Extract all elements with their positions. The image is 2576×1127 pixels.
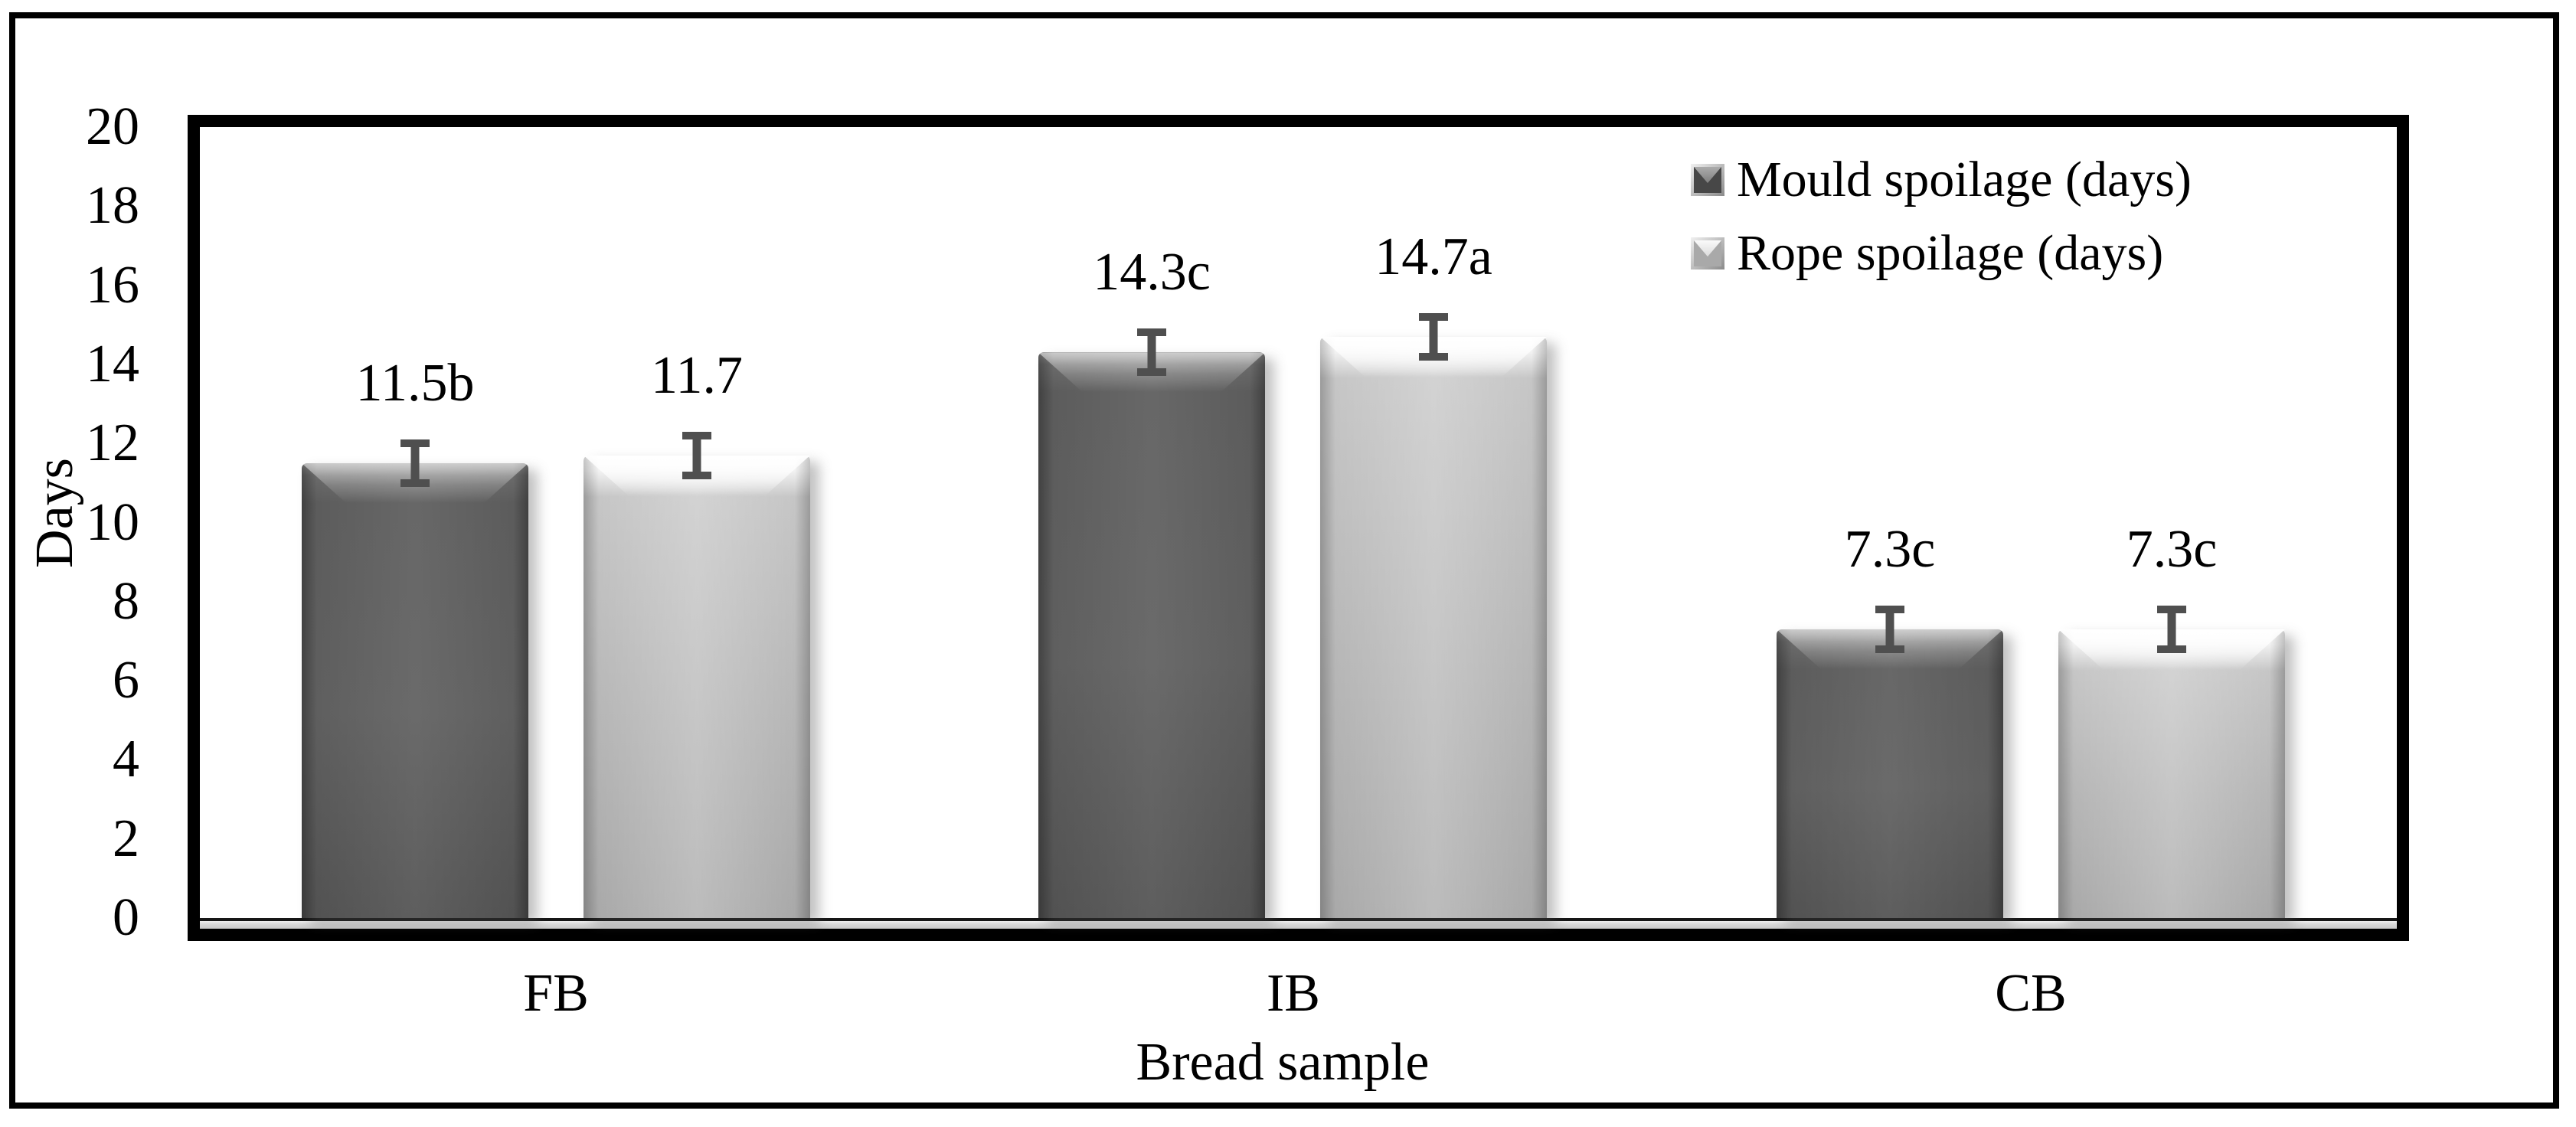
y-tick-label-6: 6: [113, 651, 139, 710]
legend-label-mould: Mould spoilage (days): [1737, 152, 2192, 207]
error-bar-mould-IB: [1137, 328, 1166, 377]
bar-value-label-rope-FB: 11.7: [651, 345, 743, 405]
error-bar-mould-CB: [1875, 605, 1904, 653]
bar-rope-FB: [584, 455, 810, 918]
legend: Mould spoilage (days) Rope spoilage (days…: [1691, 152, 2192, 299]
y-tick-label-12: 12: [86, 413, 139, 473]
plot-frame: 11.5b 11.7 14.3c 14.7a 7.3c 7.3c: [188, 115, 2409, 941]
legend-label-rope: Rope spoilage (days): [1737, 225, 2164, 281]
y-tick-label-16: 16: [86, 255, 139, 315]
x-axis-baseline: [200, 918, 2397, 929]
x-category-label-IB: IB: [1267, 964, 1320, 1023]
legend-swatch-inner: [1694, 240, 1721, 266]
x-category-label-CB: CB: [1995, 964, 2067, 1023]
legend-swatch-inner: [1694, 167, 1721, 193]
bar-value-label-mould-CB: 7.3c: [1844, 519, 1936, 579]
y-tick-label-2: 2: [113, 808, 139, 868]
bar-value-label-mould-IB: 14.3c: [1093, 243, 1211, 302]
y-tick-label-4: 4: [113, 730, 139, 789]
y-tick-label-8: 8: [113, 571, 139, 631]
y-tick-label-18: 18: [86, 176, 139, 236]
legend-swatch-mould-icon: [1691, 164, 1724, 196]
bar-mould-FB: [302, 463, 528, 918]
bar-value-label-rope-IB: 14.7a: [1375, 227, 1492, 286]
bar-mould-CB: [1777, 629, 2003, 918]
y-tick-label-20: 20: [86, 97, 139, 156]
y-tick-label-10: 10: [86, 492, 139, 552]
error-bar-rope-FB: [682, 431, 711, 479]
error-bar-rope-CB: [2157, 605, 2186, 653]
bar-value-label-mould-FB: 11.5b: [355, 354, 475, 413]
figure-outer-border: [9, 12, 2559, 1109]
y-tick-label-0: 0: [113, 888, 139, 947]
error-bar-mould-FB: [400, 439, 430, 487]
y-tick-label-14: 14: [86, 334, 139, 394]
bar-value-label-rope-CB: 7.3c: [2126, 519, 2218, 579]
bar-rope-IB: [1320, 336, 1547, 918]
legend-item-mould: Mould spoilage (days): [1691, 152, 2192, 208]
bar-mould-IB: [1038, 352, 1265, 918]
bar-rope-CB: [2058, 629, 2285, 918]
plot-area: 11.5b 11.7 14.3c 14.7a 7.3c 7.3c: [200, 127, 2397, 929]
x-category-label-FB: FB: [523, 964, 589, 1023]
x-axis-title: Bread sample: [1136, 1033, 1430, 1092]
legend-item-rope: Rope spoilage (days): [1691, 225, 2192, 282]
error-bar-rope-IB: [1419, 312, 1448, 361]
legend-swatch-rope-icon: [1691, 237, 1724, 270]
